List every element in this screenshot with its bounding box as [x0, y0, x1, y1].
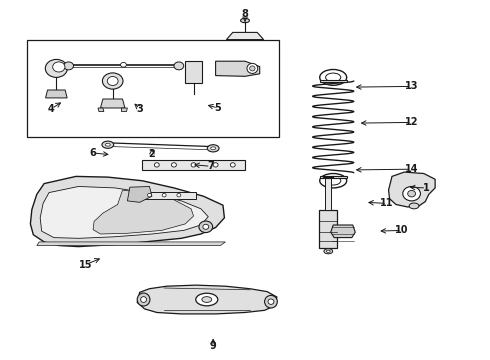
Ellipse shape — [172, 163, 176, 167]
Polygon shape — [331, 225, 355, 238]
Ellipse shape — [409, 203, 419, 209]
Ellipse shape — [102, 141, 114, 148]
Text: 1: 1 — [423, 183, 430, 193]
Ellipse shape — [102, 73, 123, 89]
Polygon shape — [137, 285, 277, 314]
Ellipse shape — [177, 193, 181, 197]
Polygon shape — [320, 176, 347, 178]
Polygon shape — [40, 186, 208, 238]
Ellipse shape — [162, 193, 166, 197]
Ellipse shape — [107, 77, 118, 85]
Ellipse shape — [199, 221, 213, 233]
Ellipse shape — [154, 163, 159, 167]
Ellipse shape — [105, 143, 110, 146]
Polygon shape — [98, 108, 104, 112]
Polygon shape — [325, 178, 331, 210]
Text: 2: 2 — [148, 149, 155, 159]
Ellipse shape — [403, 186, 420, 201]
Ellipse shape — [213, 163, 218, 167]
Ellipse shape — [241, 18, 249, 23]
Ellipse shape — [147, 193, 151, 197]
Ellipse shape — [53, 62, 65, 72]
Ellipse shape — [268, 299, 274, 305]
Ellipse shape — [326, 250, 330, 252]
Ellipse shape — [137, 293, 150, 306]
Polygon shape — [100, 99, 125, 108]
Ellipse shape — [265, 295, 277, 308]
Bar — [185, 61, 202, 83]
Ellipse shape — [64, 62, 74, 70]
Text: 15: 15 — [79, 260, 93, 270]
Text: 4: 4 — [48, 104, 55, 114]
Ellipse shape — [46, 59, 68, 77]
Polygon shape — [216, 61, 260, 76]
Polygon shape — [320, 80, 347, 82]
Ellipse shape — [207, 145, 219, 152]
Ellipse shape — [121, 63, 126, 67]
Text: 3: 3 — [136, 104, 143, 114]
Ellipse shape — [196, 293, 218, 306]
Ellipse shape — [211, 147, 216, 150]
Ellipse shape — [408, 190, 416, 197]
Text: 6: 6 — [90, 148, 97, 158]
Polygon shape — [30, 176, 224, 247]
Text: 5: 5 — [215, 103, 221, 113]
Text: 11: 11 — [380, 198, 394, 208]
Text: 7: 7 — [207, 161, 214, 171]
Ellipse shape — [247, 63, 258, 73]
Text: 14: 14 — [405, 164, 418, 174]
Ellipse shape — [249, 66, 255, 71]
Text: 13: 13 — [405, 81, 418, 91]
Polygon shape — [46, 90, 67, 98]
Ellipse shape — [230, 163, 235, 167]
Text: 12: 12 — [405, 117, 418, 127]
Polygon shape — [37, 242, 225, 246]
Bar — [27, 40, 279, 137]
Ellipse shape — [191, 163, 196, 167]
Bar — [140, 192, 196, 199]
Bar — [142, 160, 245, 170]
Text: 10: 10 — [395, 225, 409, 235]
Polygon shape — [93, 190, 194, 234]
Polygon shape — [389, 172, 435, 207]
Ellipse shape — [174, 62, 184, 70]
Polygon shape — [122, 108, 127, 112]
Polygon shape — [319, 210, 337, 248]
Text: 9: 9 — [210, 341, 217, 351]
Ellipse shape — [203, 224, 209, 229]
Text: 8: 8 — [242, 9, 248, 19]
Ellipse shape — [141, 297, 147, 302]
Polygon shape — [127, 186, 152, 202]
Ellipse shape — [202, 297, 212, 302]
Polygon shape — [226, 32, 264, 40]
Ellipse shape — [324, 249, 333, 254]
